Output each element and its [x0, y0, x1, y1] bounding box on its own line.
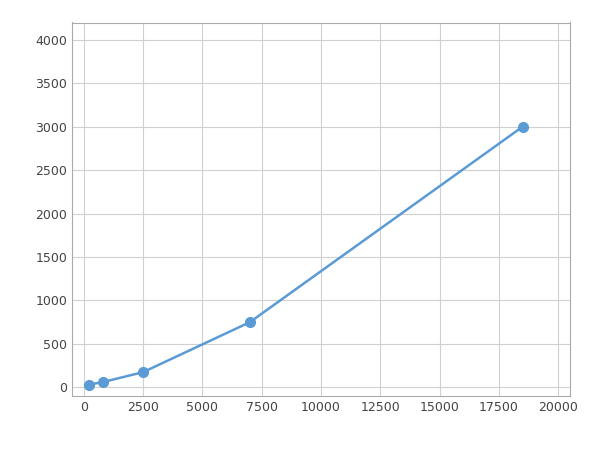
Point [245, 319, 254, 326]
Point [518, 123, 527, 130]
Point [139, 369, 148, 376]
Point [98, 378, 107, 386]
Point [84, 381, 94, 388]
